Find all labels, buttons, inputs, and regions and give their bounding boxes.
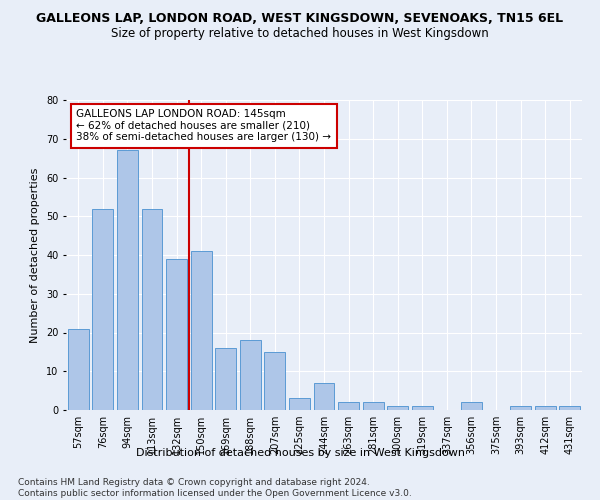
Bar xyxy=(387,406,408,410)
Bar xyxy=(215,348,236,410)
Bar xyxy=(338,402,359,410)
Text: Distribution of detached houses by size in West Kingsdown: Distribution of detached houses by size … xyxy=(136,448,464,458)
Text: Size of property relative to detached houses in West Kingsdown: Size of property relative to detached ho… xyxy=(111,28,489,40)
Bar xyxy=(68,328,89,410)
Bar xyxy=(362,402,383,410)
Bar xyxy=(559,406,580,410)
Bar xyxy=(92,208,113,410)
Text: Contains HM Land Registry data © Crown copyright and database right 2024.
Contai: Contains HM Land Registry data © Crown c… xyxy=(18,478,412,498)
Y-axis label: Number of detached properties: Number of detached properties xyxy=(31,168,40,342)
Bar xyxy=(240,340,261,410)
Bar xyxy=(166,259,187,410)
Bar xyxy=(535,406,556,410)
Bar xyxy=(265,352,286,410)
Bar xyxy=(191,251,212,410)
Text: GALLEONS LAP, LONDON ROAD, WEST KINGSDOWN, SEVENOAKS, TN15 6EL: GALLEONS LAP, LONDON ROAD, WEST KINGSDOW… xyxy=(37,12,563,26)
Bar xyxy=(510,406,531,410)
Bar xyxy=(314,383,334,410)
Bar xyxy=(142,208,163,410)
Bar xyxy=(461,402,482,410)
Bar xyxy=(117,150,138,410)
Bar xyxy=(412,406,433,410)
Text: GALLEONS LAP LONDON ROAD: 145sqm
← 62% of detached houses are smaller (210)
38% : GALLEONS LAP LONDON ROAD: 145sqm ← 62% o… xyxy=(76,110,331,142)
Bar xyxy=(289,398,310,410)
